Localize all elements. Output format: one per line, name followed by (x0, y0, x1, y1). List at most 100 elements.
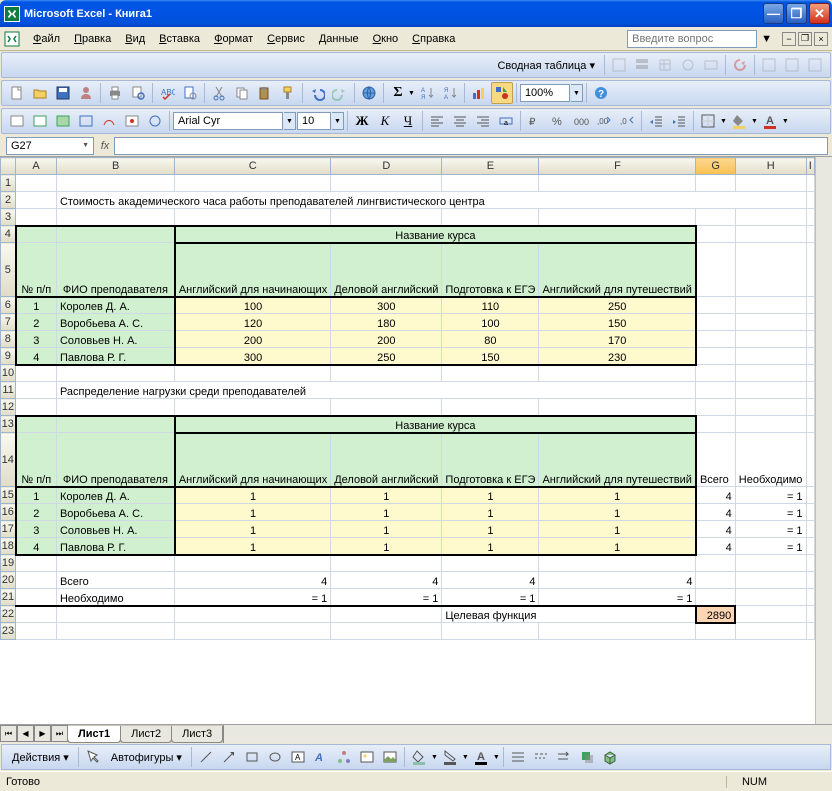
oval-button[interactable] (264, 746, 286, 768)
row-header[interactable]: 11 (1, 382, 16, 399)
arrow-button[interactable] (218, 746, 240, 768)
paste-button[interactable] (254, 82, 276, 104)
cell[interactable]: 100 (175, 297, 331, 314)
course-col[interactable]: Английский для начинающих (175, 243, 331, 297)
cell[interactable]: 1 (442, 504, 539, 521)
cell[interactable]: 250 (331, 348, 442, 365)
diagram-button[interactable] (333, 746, 355, 768)
zoom-dropdown-icon[interactable]: ▼ (571, 84, 583, 102)
horizontal-scrollbar[interactable] (223, 725, 832, 743)
insert-function-button[interactable]: fx (96, 140, 114, 152)
doc-restore-button[interactable]: ❐ (798, 32, 812, 46)
col-num-header[interactable]: № п/п (16, 243, 57, 297)
cell[interactable]: 300 (331, 297, 442, 314)
cell[interactable]: 4 (696, 487, 735, 504)
spelling-button[interactable]: ABC (156, 82, 178, 104)
help-question-input[interactable] (627, 30, 757, 48)
cell[interactable]: 4 (16, 538, 57, 555)
research-button[interactable] (179, 82, 201, 104)
row-header[interactable]: 10 (1, 365, 16, 382)
cell[interactable]: 230 (539, 348, 696, 365)
cell[interactable]: 80 (442, 331, 539, 348)
cell[interactable]: = 1 (735, 487, 806, 504)
course-header[interactable]: Название курса (175, 416, 696, 433)
decrease-decimal-button[interactable]: ,0 (616, 110, 638, 132)
line-color-button[interactable] (439, 746, 461, 768)
align-right-button[interactable] (472, 110, 494, 132)
cell[interactable]: 300 (175, 348, 331, 365)
cell[interactable]: 250 (539, 297, 696, 314)
cell[interactable]: 4 (175, 572, 331, 589)
menu-view[interactable]: Вид (118, 31, 152, 47)
course-col[interactable]: Подготовка к ЕГЭ (442, 243, 539, 297)
cell[interactable]: 1 (16, 487, 57, 504)
row-header[interactable]: 19 (1, 555, 16, 572)
tab-first-button[interactable]: ⏮ (0, 725, 17, 742)
menu-data[interactable]: Данные (312, 31, 366, 47)
cell[interactable]: Воробьева А. С. (56, 504, 174, 521)
spreadsheet-grid[interactable]: A B C D E F G H I 1 2Стоимость академиче… (0, 157, 815, 640)
need-col-header[interactable]: Необходимо (735, 433, 806, 487)
undo-button[interactable] (306, 82, 328, 104)
col-header-I[interactable]: I (806, 158, 814, 175)
increase-decimal-button[interactable]: ,00 (593, 110, 615, 132)
course-col[interactable]: Английский для путешествий (539, 433, 696, 487)
cell[interactable]: 1 (175, 538, 331, 555)
btn-fmt-7[interactable] (144, 110, 166, 132)
cell[interactable]: 1 (331, 538, 442, 555)
row-header[interactable]: 22 (1, 606, 16, 623)
course-col[interactable]: Подготовка к ЕГЭ (442, 433, 539, 487)
menu-help[interactable]: Справка (405, 31, 462, 47)
dash-style-button[interactable] (530, 746, 552, 768)
course-col[interactable]: Деловой английский (331, 433, 442, 487)
doc-minimize-button[interactable]: − (782, 32, 796, 46)
cell[interactable]: 3 (16, 521, 57, 538)
autosum-button[interactable]: Σ (387, 82, 409, 104)
row-header[interactable]: 3 (1, 209, 16, 226)
fill-color-button[interactable] (728, 110, 750, 132)
col-header-D[interactable]: D (331, 158, 442, 175)
cell[interactable]: Соловьев Н. А. (56, 521, 174, 538)
line-button[interactable] (195, 746, 217, 768)
cell[interactable]: Королев Д. А. (56, 487, 174, 504)
workbook-button[interactable] (6, 110, 28, 132)
font-name-dropdown-icon[interactable]: ▼ (284, 112, 296, 130)
select-all-button[interactable] (1, 158, 16, 175)
course-header[interactable]: Название курса (175, 226, 696, 243)
table2-title[interactable]: Распределение нагрузки среди преподавате… (56, 382, 695, 399)
row-header[interactable]: 12 (1, 399, 16, 416)
decrease-indent-button[interactable] (645, 110, 667, 132)
cut-button[interactable] (208, 82, 230, 104)
3d-button[interactable] (599, 746, 621, 768)
objective-value[interactable]: 2890 (696, 606, 735, 623)
question-dropdown-icon[interactable]: ▼ (761, 33, 772, 45)
cell[interactable]: 200 (331, 331, 442, 348)
menu-format[interactable]: Формат (207, 31, 260, 47)
drawing-button[interactable] (491, 82, 513, 104)
font-name-combo[interactable]: Arial Cyr (173, 112, 283, 130)
cell[interactable]: 1 (331, 521, 442, 538)
currency-button[interactable]: ₽ (524, 110, 546, 132)
doc-close-button[interactable]: × (814, 32, 828, 46)
print-button[interactable] (104, 82, 126, 104)
font-color-button[interactable]: A (759, 110, 781, 132)
col-header-G[interactable]: G (696, 158, 735, 175)
row-header[interactable]: 15 (1, 487, 16, 504)
menu-file[interactable]: Файл (26, 31, 67, 47)
copy-button[interactable] (231, 82, 253, 104)
format-painter-button[interactable] (277, 82, 299, 104)
cell[interactable]: 170 (539, 331, 696, 348)
cell[interactable]: 150 (539, 314, 696, 331)
italic-button[interactable]: К (374, 110, 396, 132)
cell[interactable]: 1 (539, 521, 696, 538)
col-header-C[interactable]: C (175, 158, 331, 175)
cell[interactable]: 150 (442, 348, 539, 365)
line-style-button[interactable] (507, 746, 529, 768)
sort-desc-button[interactable]: ЯА (439, 82, 461, 104)
course-col[interactable]: Деловой английский (331, 243, 442, 297)
cell[interactable]: 1 (175, 487, 331, 504)
col-teacher-header[interactable]: ФИО преподавателя (56, 243, 174, 297)
rectangle-button[interactable] (241, 746, 263, 768)
minimize-button[interactable]: — (763, 3, 784, 24)
row-header[interactable]: 17 (1, 521, 16, 538)
